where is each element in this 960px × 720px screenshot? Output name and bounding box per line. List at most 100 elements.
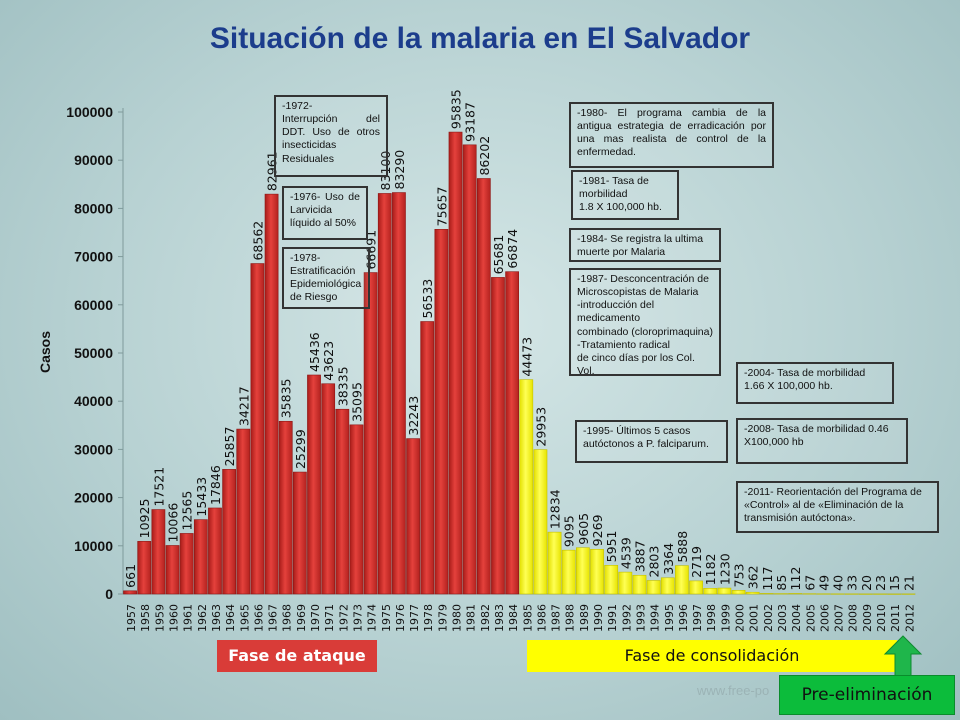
watermark: www.free-po (697, 683, 770, 698)
y-tick-label: 80000 (74, 200, 113, 216)
value-label-1986: 29953 (533, 407, 548, 447)
x-tick-label-1976: 1976 (394, 604, 407, 632)
note-1972: -1972- Interrupción del DDT. Uso de otro… (274, 95, 388, 177)
x-tick-label-1968: 1968 (281, 604, 294, 632)
bar-1969 (292, 471, 307, 595)
bar-1987 (547, 531, 562, 595)
bar-2000 (731, 590, 746, 595)
value-label-2001: 362 (746, 565, 761, 589)
value-label-1963: 17846 (208, 465, 223, 505)
value-label-1961: 12565 (180, 491, 195, 531)
phase-consolidation-label: Fase de consolidación (527, 640, 897, 672)
x-tick-label-1962: 1962 (196, 604, 209, 632)
y-axis-label: Casos (37, 331, 53, 373)
value-label-1980: 95835 (449, 89, 464, 129)
y-tick-label: 60000 (74, 297, 113, 313)
x-tick-label-1995: 1995 (663, 604, 676, 632)
phase-attack-label: Fase de ataque (217, 640, 377, 672)
x-tick-label-2004: 2004 (790, 604, 803, 632)
y-tick-label: 40000 (74, 393, 113, 409)
bar-1997 (689, 580, 703, 595)
bar-1995 (660, 577, 675, 595)
bar-1986 (533, 449, 548, 595)
value-label-1996: 5888 (675, 531, 690, 563)
bar-1991 (604, 565, 619, 595)
y-tick-label: 100000 (66, 104, 113, 120)
x-tick-label-1983: 1983 (493, 604, 506, 632)
bar-1994 (646, 580, 661, 595)
value-label-1997: 2719 (689, 546, 704, 578)
value-label-1999: 1230 (717, 553, 732, 585)
bar-2011 (887, 593, 902, 595)
note-1978: -1978- Estratificación Epidemiológica de… (282, 247, 370, 309)
value-label-1959: 17521 (151, 467, 166, 507)
x-tick-label-1981: 1981 (465, 604, 478, 632)
bar-2007 (830, 593, 845, 595)
value-label-1987: 12834 (548, 489, 563, 529)
x-tick-label-1990: 1990 (592, 604, 605, 632)
x-tick-label-1982: 1982 (479, 604, 492, 632)
bar-1971 (321, 383, 336, 595)
bar-1965 (236, 428, 251, 595)
x-tick-label-2005: 2005 (804, 604, 817, 632)
y-tick-label: 90000 (74, 152, 113, 168)
value-label-2006: 49 (816, 575, 831, 591)
value-label-1971: 43623 (321, 341, 336, 381)
bar-1990 (590, 549, 604, 595)
value-label-2008: 33 (845, 575, 860, 591)
x-tick-label-1985: 1985 (521, 604, 534, 632)
note-1976: -1976- Uso de Larvicida líquido al 50% (282, 186, 368, 240)
value-label-2003: 85 (774, 575, 789, 591)
value-label-1976: 83290 (392, 150, 407, 190)
value-label-1992: 4539 (618, 537, 633, 569)
x-tick-label-1970: 1970 (309, 604, 322, 632)
note-1984: -1984- Se registra la ultima muerte por … (569, 228, 721, 262)
value-label-1994: 2803 (647, 546, 662, 578)
value-label-2004: 112 (788, 567, 803, 591)
x-tick-label-1964: 1964 (224, 604, 237, 632)
bar-1963 (208, 507, 222, 595)
note-2011: -2011- Reorientación del Programa de «Co… (736, 481, 939, 533)
note-1987: -1987- Desconcentración de Microscopista… (569, 268, 721, 377)
x-tick-label-1961: 1961 (182, 604, 195, 632)
note-1980: -1980- El programa cambia de la antigua … (569, 102, 774, 168)
bar-1964 (222, 469, 237, 595)
value-label-1988: 9095 (562, 515, 577, 547)
value-label-1982: 86202 (477, 136, 492, 176)
x-tick-label-1965: 1965 (238, 604, 251, 632)
x-tick-label-1958: 1958 (139, 604, 152, 632)
bar-1977 (406, 438, 420, 595)
x-tick-label-1977: 1977 (408, 604, 421, 632)
bar-1974 (363, 272, 378, 595)
up-arrow-icon (883, 635, 923, 676)
bar-1983 (491, 277, 505, 595)
bar-2008 (844, 593, 859, 595)
value-label-2009: 20 (859, 575, 874, 591)
bar-1973 (349, 424, 364, 595)
y-tick-label: 50000 (74, 345, 113, 361)
note-2004: -2004- Tasa de morbilidad 1.66 X 100,000… (736, 362, 894, 404)
y-tick-label: 20000 (74, 490, 113, 506)
x-tick-label-1973: 1973 (351, 604, 364, 632)
value-label-1979: 75657 (434, 187, 449, 227)
x-tick-label-1963: 1963 (210, 604, 223, 632)
x-tick-label-1975: 1975 (380, 604, 393, 632)
phase-pre-elimination-label: Pre-eliminación (779, 675, 955, 715)
value-label-1989: 9605 (576, 513, 591, 545)
value-label-1970: 45436 (307, 332, 322, 372)
bar-1992 (618, 571, 633, 595)
value-label-1995: 3364 (661, 543, 676, 575)
bar-1960 (165, 545, 180, 595)
value-label-1962: 15433 (194, 477, 209, 517)
value-label-2007: 40 (831, 575, 846, 591)
y-tick-label: 0 (105, 586, 113, 602)
value-label-1975: 83100 (378, 151, 393, 191)
note-2008: -2008- Tasa de morbilidad 0.46 X100,000 … (736, 418, 908, 464)
bar-1961 (179, 533, 194, 595)
x-tick-label-1967: 1967 (267, 604, 280, 632)
x-tick-label-1972: 1972 (337, 604, 350, 632)
value-label-2002: 117 (760, 567, 775, 591)
x-tick-label-2001: 2001 (748, 604, 761, 632)
x-tick-label-2009: 2009 (861, 604, 874, 632)
